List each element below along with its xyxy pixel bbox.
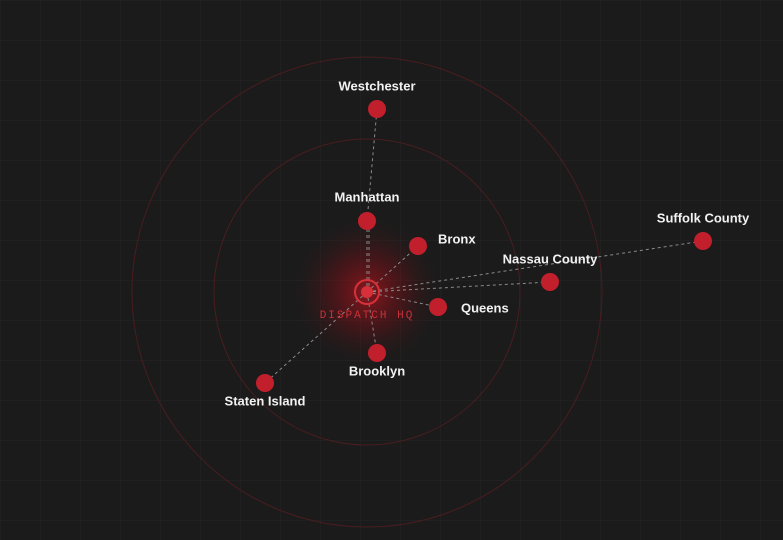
node bbox=[368, 100, 386, 118]
outer-ring bbox=[131, 56, 603, 528]
node-label: Manhattan bbox=[335, 189, 400, 204]
link bbox=[264, 291, 368, 384]
hq-label: DISPATCH HQ bbox=[320, 310, 415, 322]
link bbox=[366, 281, 551, 293]
link bbox=[366, 108, 378, 222]
nodes: Westchester Manhattan Bronx Nassau County Su… bbox=[225, 78, 750, 408]
node bbox=[694, 232, 712, 250]
node-label: Staten Island bbox=[225, 393, 306, 408]
node bbox=[368, 344, 386, 362]
node-label: Brooklyn bbox=[349, 363, 405, 378]
link bbox=[366, 240, 704, 293]
node bbox=[409, 237, 427, 255]
link bbox=[366, 291, 378, 354]
node-label: Suffolk County bbox=[657, 210, 750, 225]
hq-dot bbox=[361, 286, 373, 298]
hq-marker bbox=[354, 279, 380, 305]
node bbox=[429, 298, 447, 316]
node bbox=[256, 374, 274, 392]
node bbox=[358, 212, 376, 230]
node-label: Westchester bbox=[338, 78, 415, 93]
node-label: Nassau County bbox=[503, 251, 598, 266]
inner-ring bbox=[213, 138, 521, 446]
hq-ring bbox=[354, 279, 380, 305]
node-label: Bronx bbox=[438, 231, 476, 246]
node bbox=[541, 273, 559, 291]
node-label: Queens bbox=[461, 300, 509, 315]
